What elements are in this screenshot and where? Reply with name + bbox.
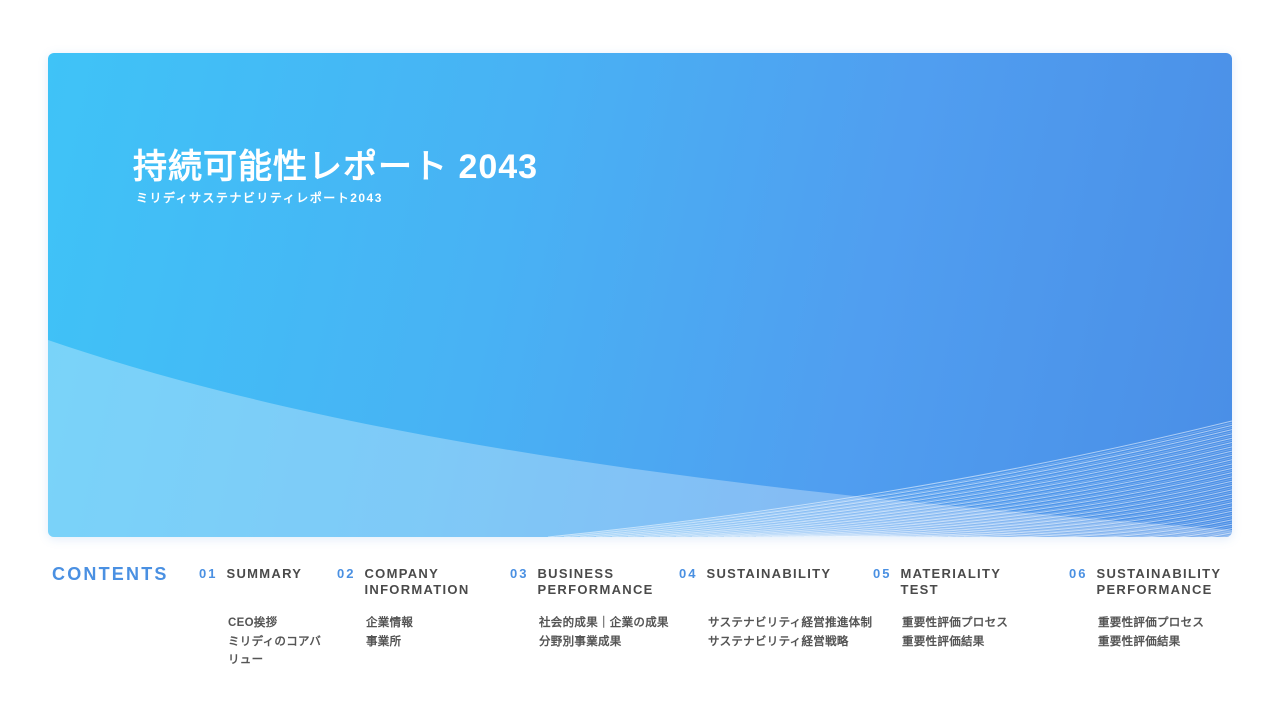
toc-item: 企業情報 (366, 617, 414, 629)
report-subtitle: ミリディサステナビリティレポート2043 (136, 191, 383, 205)
toc-number: 06 (1069, 566, 1088, 581)
toc-section-company-information[interactable]: 02 COMPANY INFORMATION 企業情報 事業所 (337, 566, 487, 648)
toc-number: 03 (510, 566, 529, 581)
toc-item: CEO挨拶 (228, 617, 278, 629)
toc-item: サステナビリティ経営推進体制 (708, 617, 873, 629)
toc-title: SUMMARY (226, 566, 303, 581)
toc-number: 02 (337, 566, 356, 581)
toc-title: SUSTAINABILITY (706, 566, 832, 581)
toc-item: 重要性評価結果 (902, 635, 985, 648)
toc-section-materiality-test[interactable]: 05 MATERIALITY TEST 重要性評価プロセス 重要性評価結果 (873, 566, 1023, 648)
toc-item: 事業所 (366, 635, 402, 648)
toc-item: 分野別事業成果 (539, 635, 622, 648)
toc-section-sustainability[interactable]: 04 SUSTAINABILITY サステナビリティ経営推進体制 サステナビリテ… (679, 566, 872, 648)
toc-number: 01 (199, 566, 218, 581)
toc-item: サステナビリティ経営戦略 (708, 635, 849, 648)
toc-section-business-performance[interactable]: 03 BUSINESS PERFORMANCE 社会的成果｜企業の成果 分野別事… (510, 566, 680, 648)
toc-number: 04 (679, 566, 698, 581)
report-title: 持続可能性レポート 2043 (133, 148, 539, 186)
toc-title: COMPANY INFORMATION (364, 566, 470, 598)
toc-section-sustainability-performance[interactable]: 06 SUSTAINABILITY PERFORMANCE 重要性評価プロセス … (1069, 566, 1249, 648)
wave-overlay (48, 340, 1232, 537)
toc-title: SUSTAINABILITY PERFORMANCE (1096, 566, 1222, 598)
toc-section-summary[interactable]: 01 SUMMARY CEO挨拶 ミリディのコアバリュー (199, 566, 327, 666)
toc-item: 重要性評価プロセス (902, 617, 1009, 629)
wave-lines-decoration (547, 420, 1232, 537)
toc-title: MATERIALITY TEST (900, 566, 1001, 598)
toc-title: BUSINESS PERFORMANCE (537, 566, 654, 598)
toc-item: 重要性評価結果 (1098, 635, 1181, 648)
hero-banner: 持続可能性レポート 2043 ミリディサステナビリティレポート2043 (48, 53, 1232, 537)
toc-item: 重要性評価プロセス (1098, 617, 1205, 629)
toc-number: 05 (873, 566, 892, 581)
contents-heading: CONTENTS (52, 564, 169, 584)
toc-item: 社会的成果｜企業の成果 (539, 617, 669, 629)
toc-item: ミリディのコアバリュー (228, 635, 322, 667)
